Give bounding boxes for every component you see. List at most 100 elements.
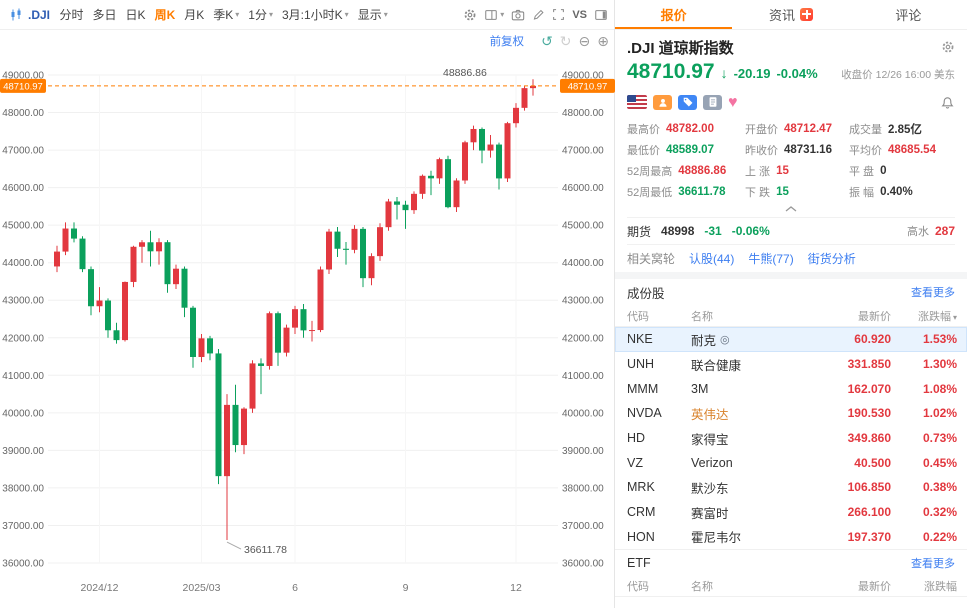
x-axis: 2024/12 2025/03 6 9 12 [0,582,615,602]
etf-view-more-link[interactable]: 查看更多 [911,557,955,570]
svg-text:42000.00: 42000.00 [562,333,604,344]
toolbar-item-display[interactable]: 显示 ▾ [357,8,388,22]
link-call-warrants[interactable]: 认股(44) [689,252,735,266]
tab-quote[interactable]: 报价 [615,0,732,29]
stat-value: 48886.86 [678,164,727,177]
svg-text:39000.00: 39000.00 [2,446,44,457]
stock-row-vz[interactable]: VZ Verizon 40.500 0.45% [615,450,967,475]
toolbar-item-daily-k[interactable]: 日K [125,8,146,22]
svg-text:37000.00: 37000.00 [2,521,44,532]
market-status: 收盘价 12/26 16:00 美东 [841,69,955,81]
stat-label: 最低价 [627,144,660,157]
compare-vs-button[interactable]: VS [572,8,587,21]
svg-text:46000.00: 46000.00 [2,183,44,194]
stock-row-hd[interactable]: HD 家得宝 349.860 0.73% [615,426,967,451]
stat-decliners: 下 跌 15 [745,181,849,202]
stock-change-pct: 0.22% [922,529,957,544]
stock-row-crm[interactable]: CRM 赛富时 266.100 0.32% [615,500,967,525]
zoom-out-icon[interactable]: ⊖ [578,32,591,49]
futures-row[interactable]: 期货 48998 -31 -0.06% 高水 287 [627,217,955,245]
kline-chart-icon[interactable] [9,8,23,22]
column-header-change[interactable]: 涨跌幅 ▾ [917,310,957,323]
side-panel-toggle-icon[interactable] [594,8,608,22]
layout-icon[interactable]: ▾ [484,8,504,22]
stat-label: 平均价 [849,144,882,157]
sort-caret-icon: ▾ [952,312,957,322]
svg-text:41000.00: 41000.00 [562,371,604,382]
toolbar-item-multi-day[interactable]: 多日 [92,8,117,22]
chart-canvas[interactable]: 49000.00 49000.00 48000.00 48000.00 47000.00… [0,30,615,578]
tab-label: 报价 [660,8,687,23]
svg-text:44000.00: 44000.00 [562,258,604,269]
document-icon[interactable] [703,94,722,110]
components-view-more-link[interactable]: 查看更多 [911,287,955,299]
toolbar-item-monthly-k[interactable]: 月K [184,8,205,22]
components-table-header: 代码 名称 最新价 涨跌幅 ▾ [615,305,967,327]
chart-pane: .DJI 分时 多日 日K 周K 月K 季K ▾ 1分 ▾ 3月:1小时K ▾ 显示 ▾ ▾ [0,0,615,608]
redo-icon[interactable]: ↻ [559,32,572,49]
toolbar-item-range-period[interactable]: 3月:1小时K ▾ [281,8,349,22]
stock-row-mrk[interactable]: MRK 默沙东 106.850 0.38% [615,475,967,500]
tab-comments[interactable]: 评论 [850,0,967,29]
stock-name-text: 默沙东 [691,481,729,496]
svg-text:43000.00: 43000.00 [562,296,604,307]
stock-name-text: 赛富时 [691,506,729,521]
price-tag-icon[interactable] [678,94,697,110]
column-header-change[interactable]: 涨跌幅 [924,580,957,593]
toolbar-item-time-sharing[interactable]: 分时 [59,8,84,22]
stat-label: 最高价 [627,123,660,136]
link-bull-bear[interactable]: 牛熊(77) [748,252,794,266]
fullscreen-expand-icon[interactable] [552,8,565,21]
stat-label: 成交量 [849,123,882,136]
y-axis-labels: 49000.00 49000.00 48000.00 48000.00 47000.00… [2,71,604,570]
warrant-links: 认股(44) 牛熊(77) 街货分析 [689,250,856,267]
x-axis-label: 2024/12 [80,582,119,594]
stock-row-nvda[interactable]: NVDA 英伟达 190.530 1.02% [615,401,967,426]
stock-name: 耐克 ◎ [691,330,805,349]
quote-pane: 报价 资讯 评论 .DJI 道琼斯指数 48710.97 ↓ -20.19 -0.0… [615,0,967,608]
undo-icon[interactable]: ↺ [541,32,553,49]
stock-price: 60.920 [854,332,891,347]
stat-label: 52周最高 [627,165,673,178]
toolbar-item-one-minute[interactable]: 1分 ▾ [248,8,273,22]
adjust-mode-label[interactable]: 前复权 [489,36,525,48]
quote-settings-gear-icon[interactable] [941,40,955,54]
favorite-heart-icon[interactable]: ♥ [728,93,738,111]
stat-label: 振 幅 [849,186,875,199]
svg-text:49000.00: 49000.00 [2,71,44,82]
settings-gear-icon[interactable] [463,8,477,22]
collapse-chevron-icon[interactable] [627,202,955,215]
tab-news[interactable]: 资讯 [732,0,849,29]
stock-code: NVDA [627,406,662,421]
stock-price: 40.500 [854,455,891,470]
stock-row-unh[interactable]: UNH 联合健康 331.850 1.30% [615,352,967,377]
stat-52wk-low: 52周最低 36611.78 [627,181,745,202]
stock-name-text: 家得宝 [691,432,729,447]
svg-text:48000.00: 48000.00 [562,108,604,119]
toolbar-item-quarterly-k[interactable]: 季K ▾ [213,8,240,22]
stat-label: 开盘价 [745,123,778,136]
draw-pencil-icon[interactable] [532,8,545,21]
alert-bell-icon[interactable] [940,95,955,110]
stock-code: NKE [627,332,653,347]
instrument-badges: ♥ [627,90,955,114]
candlestick-chart[interactable]: 49000.00 49000.00 48000.00 48000.00 47000.00… [0,30,615,608]
holders-icon[interactable] [653,94,672,110]
chart-symbol-label: .DJI [28,7,51,22]
link-street-analysis[interactable]: 街货分析 [807,252,856,266]
column-header-name: 名称 [691,580,713,593]
screenshot-camera-icon[interactable] [511,8,525,22]
components-header: 成份股 查看更多 [615,279,967,305]
stock-name-text: 3M [691,381,709,396]
stock-row-mmm[interactable]: MMM 3M 162.070 1.08% [615,376,967,401]
stat-value: 48685.54 [888,143,936,156]
x-axis-label: 9 [402,582,409,594]
svg-text:45000.00: 45000.00 [2,221,44,232]
components-title: 成份股 [627,286,665,301]
toolbar-item-weekly-k[interactable]: 周K [154,8,176,22]
stock-row-nke[interactable]: NKE 耐克 ◎ 60.920 1.53% [615,327,967,352]
stat-unchanged: 平 盘 0 [849,160,955,181]
stat-52wk-high: 52周最高 48886.86 [627,160,745,181]
stock-row-hon[interactable]: HON 霍尼韦尔 197.370 0.22% [615,525,967,550]
zoom-in-icon[interactable]: ⊕ [597,32,609,49]
